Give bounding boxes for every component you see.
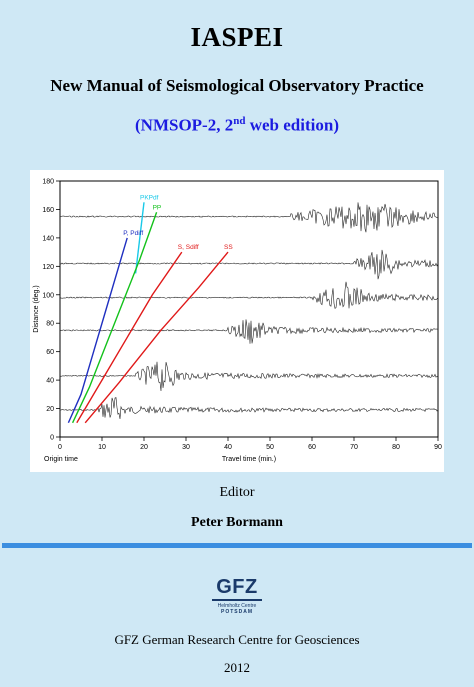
organization-name: GFZ German Research Centre for Geoscienc… — [114, 632, 360, 647]
y-tick-label: 60 — [46, 349, 54, 356]
seismogram-trace — [59, 361, 439, 392]
publication-year: 2012 — [224, 660, 250, 675]
travel-time-curve — [134, 202, 145, 274]
logo-text: GFZ — [216, 576, 258, 598]
series-label: SS — [224, 244, 233, 251]
seismogram-trace — [59, 202, 439, 233]
seismogram-trace — [59, 281, 439, 309]
y-tick-label: 100 — [42, 292, 54, 299]
editor-label: Editor — [219, 485, 255, 500]
y-axis-label: Distance (deg.) — [33, 285, 40, 332]
x-tick-label: 60 — [308, 444, 316, 451]
series-label: P, Pdiff — [123, 230, 143, 237]
series-label: PP — [153, 204, 162, 211]
seismogram-chart: 0 10 20 30 40 50 60 70 80 90 0 20 40 60 80 100 120 140 160… — [30, 170, 444, 472]
chart-traces — [59, 202, 439, 420]
x-tick-label: 50 — [266, 444, 274, 451]
travel-time-curve — [71, 212, 158, 424]
y-tick-label: 0 — [50, 435, 54, 442]
travel-time-curve — [84, 251, 229, 424]
y-tick-label: 80 — [46, 321, 54, 328]
logo-subtitle: Helmholtz Centre — [217, 603, 257, 609]
seismogram-trace — [59, 319, 439, 344]
x-tick-label: 40 — [224, 444, 232, 451]
chart-labels: P, Pdiff PKPdf PP S, Sdiff SS Distance (deg.)… — [33, 194, 276, 463]
x-tick-label: 10 — [98, 444, 106, 451]
chart-background — [30, 170, 444, 472]
x-tick-label: 0 — [58, 444, 62, 451]
gfz-logo: GFZ Helmholtz Centre POTSDAM — [208, 576, 266, 618]
x-tick-label: 20 — [140, 444, 148, 451]
edition-superscript: nd — [233, 115, 246, 127]
origin-time-label: Origin time — [44, 456, 78, 463]
chart-ticks: 0 10 20 30 40 50 60 70 80 90 0 20 40 60 80 100 120 140 160… — [42, 179, 442, 452]
logo-location: POTSDAM — [221, 609, 253, 615]
chart-frame — [59, 180, 439, 438]
logo-bar — [212, 599, 262, 601]
series-label: S, Sdiff — [178, 244, 199, 251]
seismogram-trace — [59, 249, 439, 280]
editor-name: Peter Bormann — [191, 515, 283, 530]
y-tick-label: 40 — [46, 378, 54, 385]
seismogram-trace — [59, 397, 439, 420]
x-tick-label: 30 — [182, 444, 190, 451]
plot-frame — [59, 180, 439, 438]
y-tick-label: 180 — [42, 179, 54, 186]
x-tick-label: 90 — [434, 444, 442, 451]
y-tick-label: 20 — [46, 406, 54, 413]
x-tick-label: 80 — [392, 444, 400, 451]
edition-suffix: web edition) — [245, 115, 339, 135]
travel-time-curve — [76, 251, 183, 424]
y-tick-label: 160 — [42, 207, 54, 214]
cover-edition: (NMSOP-2, 2nd web edition) — [0, 115, 474, 136]
chart-curves — [67, 202, 229, 424]
x-axis-label: Travel time (min.) — [222, 456, 276, 463]
series-label: PKPdf — [140, 194, 159, 201]
y-tick-label: 120 — [42, 264, 54, 271]
x-tick-label: 70 — [350, 444, 358, 451]
y-tick-label: 140 — [42, 235, 54, 242]
cover-subtitle: New Manual of Seismological Observatory … — [50, 76, 424, 95]
travel-time-curve — [67, 237, 128, 424]
edition-prefix: (NMSOP-2, 2 — [135, 115, 234, 135]
cover-title: IASPEI — [190, 22, 284, 52]
divider-rule — [2, 543, 472, 548]
